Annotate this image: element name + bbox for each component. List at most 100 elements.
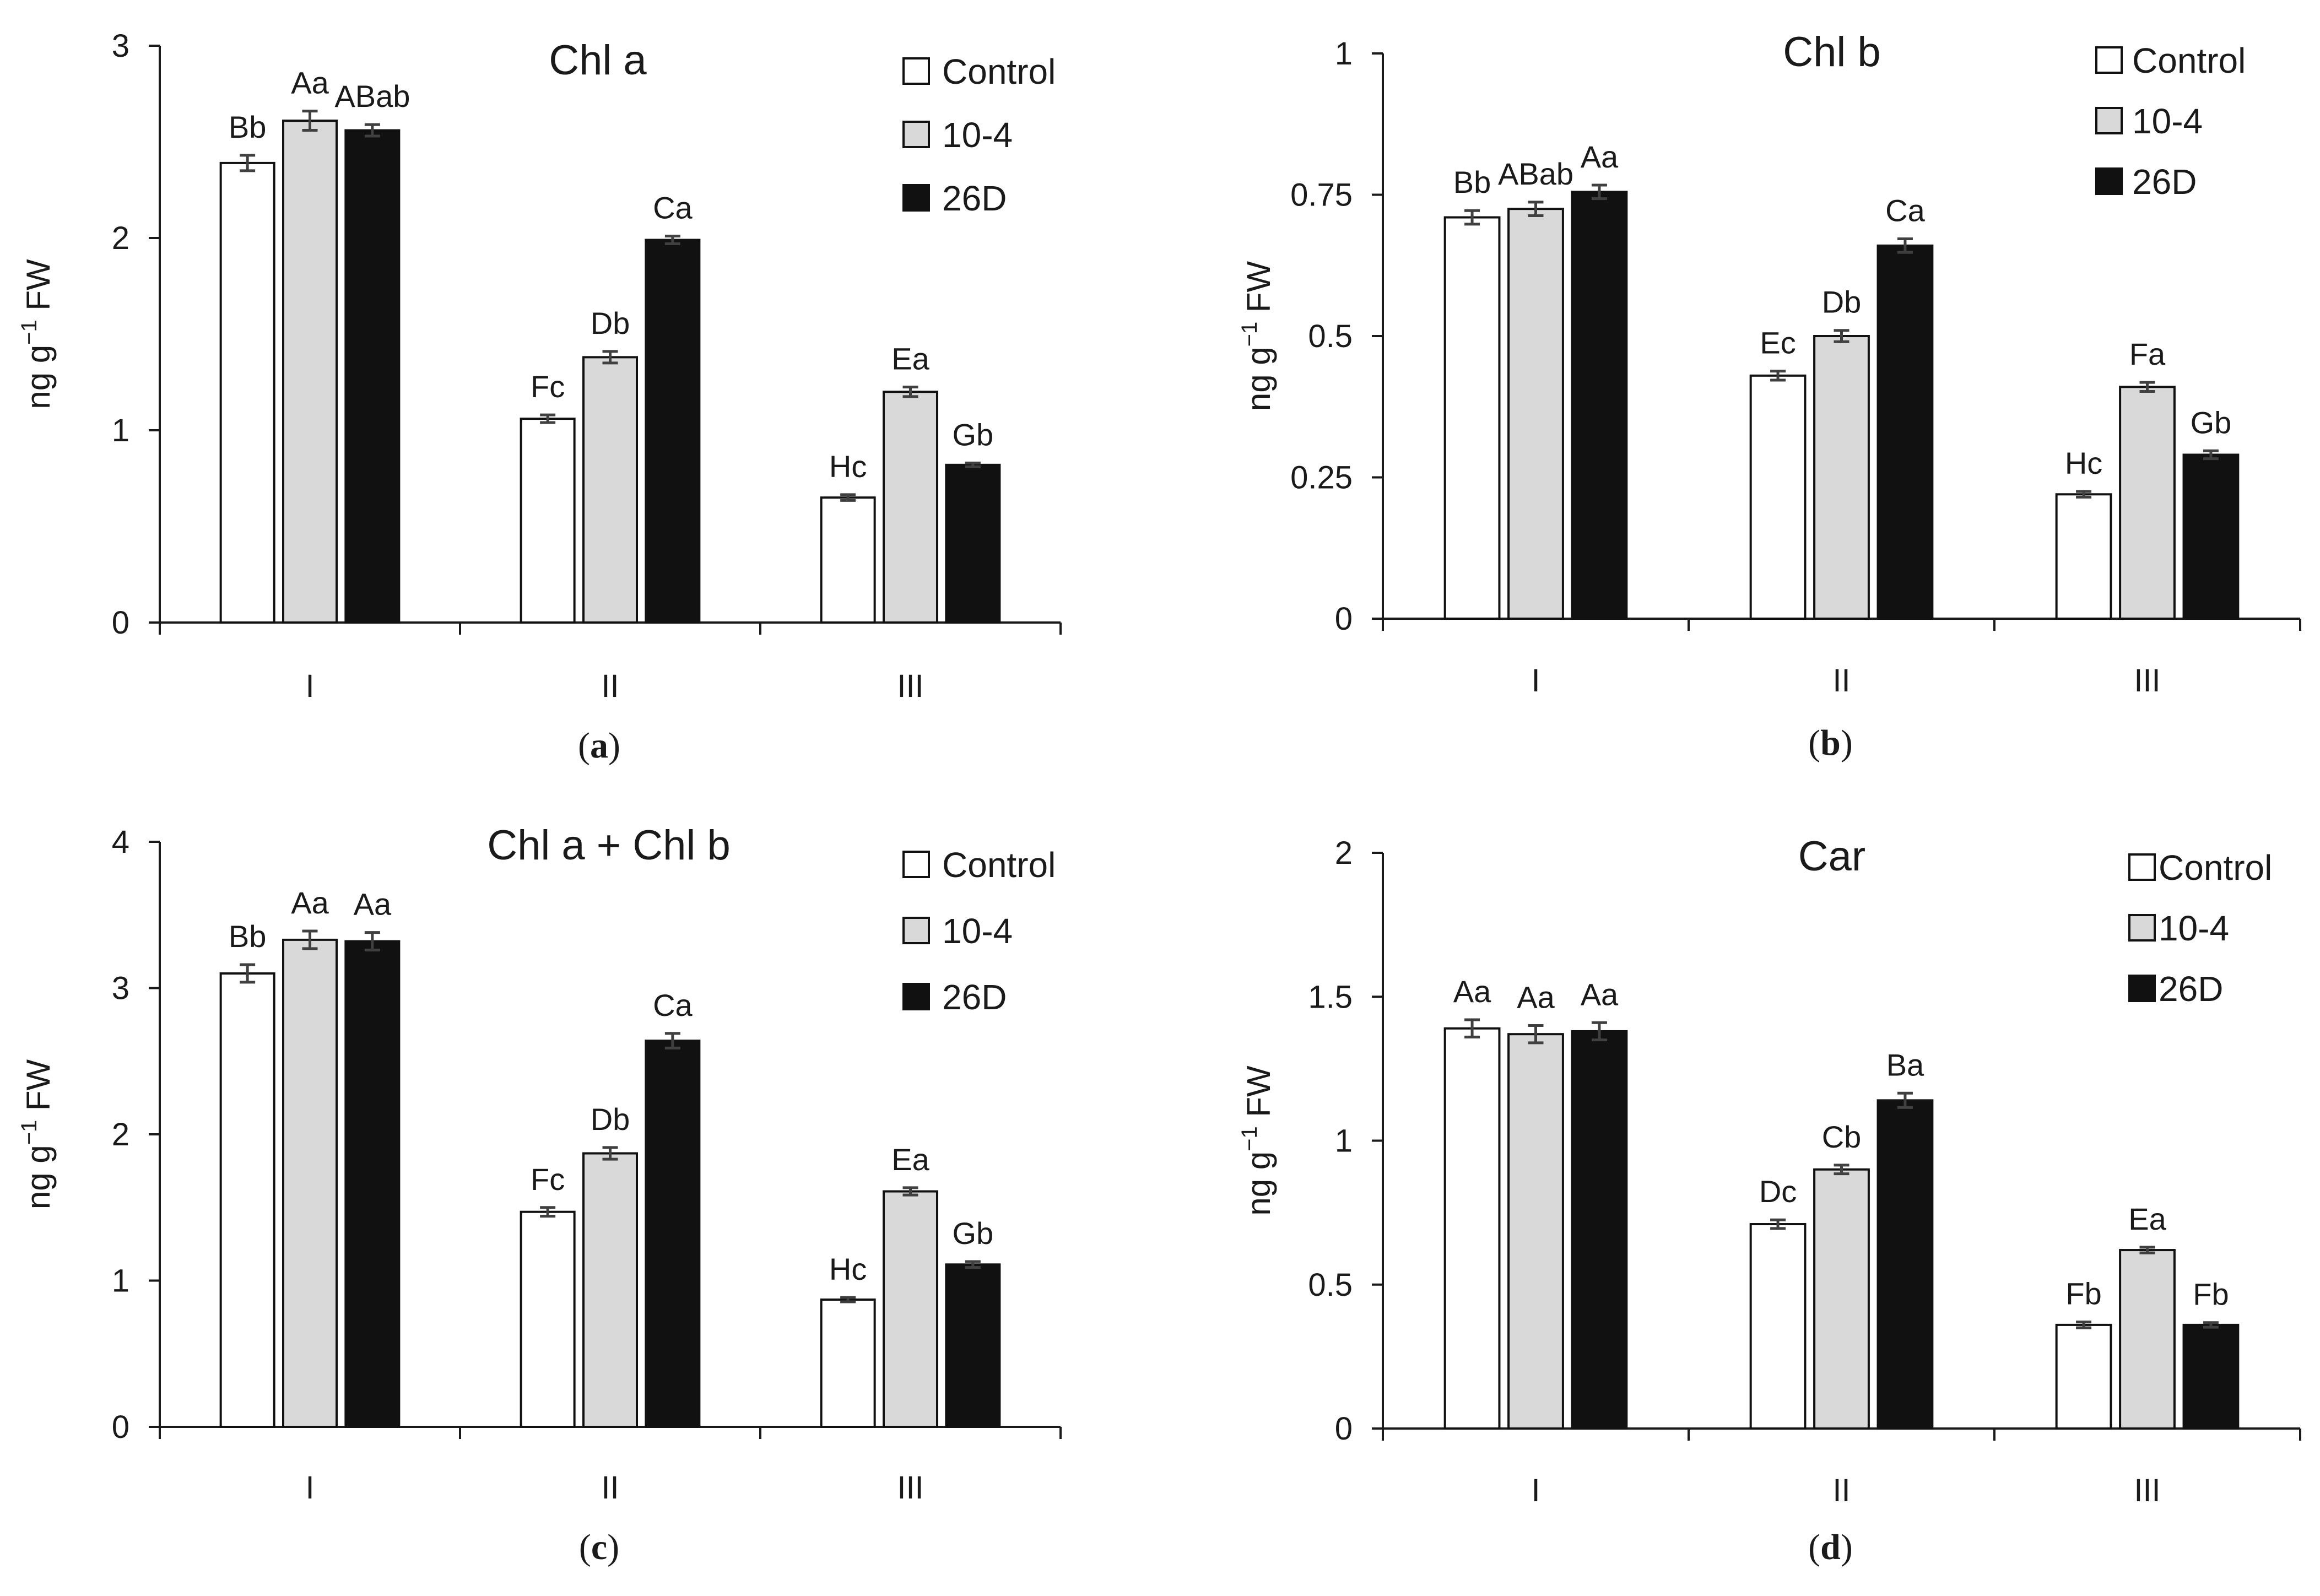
bar-26d (945, 463, 1001, 624)
panel-caption: (d) (1808, 1527, 1853, 1567)
y-axis-label: ng g−1 FW (17, 259, 57, 409)
bar-10-4 (282, 938, 338, 1428)
panel-caption: (c) (579, 1527, 619, 1567)
significance-label: Bb (1453, 165, 1491, 199)
legend-swatch (902, 983, 930, 1010)
significance-label: Fb (2065, 1276, 2101, 1311)
bar-control (219, 161, 275, 624)
bar-10-4 (2119, 386, 2176, 620)
significance-label: Hc (829, 1252, 867, 1286)
panel-caption-close: ) (1841, 723, 1853, 763)
legend-label: 10-4 (942, 115, 1013, 155)
significance-label: Aa (354, 887, 392, 922)
legend-label: Control (2159, 848, 2272, 888)
x-category-label: III (2134, 1473, 2160, 1508)
legend-swatch (2128, 853, 2156, 881)
panel-caption-open: ( (578, 726, 590, 766)
bar-10-4 (1507, 1033, 1564, 1430)
panel-caption-open: ( (1808, 723, 1820, 763)
chart-title: Chl b (1783, 29, 1880, 75)
significance-label: Ea (891, 1142, 929, 1177)
y-tick-label: 3 (112, 28, 129, 64)
y-tick-label: 0 (112, 1409, 129, 1445)
bar-26d (945, 1263, 1001, 1428)
x-category-label: II (601, 1470, 619, 1506)
legend-label: 26D (942, 977, 1007, 1017)
y-axis-label-exponent: −1 (17, 1120, 41, 1145)
bar-control (1443, 216, 1501, 620)
legend-label: 26D (942, 178, 1007, 218)
bar-control (2055, 493, 2112, 620)
y-tick-label: 2 (1335, 835, 1353, 871)
significance-label: Gb (953, 1216, 994, 1251)
significance-label: Fa (2129, 337, 2166, 371)
significance-label: Aa (1581, 977, 1619, 1011)
legend-swatch (902, 917, 930, 944)
y-tick-label: 1 (112, 1263, 129, 1299)
legend-label: 10-4 (2159, 908, 2229, 948)
y-tick-label: 1.5 (1308, 979, 1353, 1015)
significance-label: Gb (953, 417, 994, 452)
significance-label: Aa (1581, 139, 1619, 174)
bar-26d (1571, 191, 1628, 620)
legend-swatch (2095, 46, 2123, 74)
significance-label: Bb (229, 919, 267, 954)
significance-label: Fc (531, 369, 565, 404)
panel-caption-open: ( (579, 1527, 591, 1567)
significance-label: Ba (1886, 1047, 1924, 1082)
y-tick-label: 1 (1335, 1123, 1353, 1159)
legend-label: Control (942, 845, 1056, 885)
bar-26d (344, 940, 401, 1429)
legend-swatch (902, 851, 930, 878)
significance-label: ABab (1498, 156, 1573, 191)
x-category-label: I (305, 668, 314, 704)
y-axis-label-exponent: −1 (17, 320, 41, 345)
y-tick-label: 0 (1335, 1411, 1353, 1447)
significance-label: Ea (2128, 1202, 2166, 1236)
significance-label: Fb (2193, 1277, 2229, 1312)
legend-swatch (2095, 107, 2123, 134)
x-category-label: II (601, 668, 619, 704)
panel-caption-letter: c (591, 1527, 607, 1567)
significance-label: Ca (653, 191, 693, 225)
y-tick-label: 0.5 (1308, 1267, 1353, 1303)
y-axis-label-tail: FW (20, 1059, 57, 1119)
significance-label: Cb (1822, 1119, 1862, 1154)
y-axis-label-tail: FW (20, 259, 57, 320)
bar-10-4 (882, 1190, 939, 1428)
chart-title: Chl a + Chl b (487, 822, 730, 869)
y-tick-label: 1 (112, 413, 129, 448)
significance-label: Fc (531, 1162, 565, 1197)
bar-control (820, 1299, 876, 1428)
y-axis-label-unit: ng g (1240, 347, 1277, 411)
x-category-label: II (1832, 663, 1850, 699)
legend-swatch (2095, 167, 2123, 195)
legend-label: Control (2132, 41, 2246, 80)
x-category-label: III (897, 1470, 923, 1506)
bar-control (219, 972, 275, 1428)
y-axis-label: ng g−1 FW (1237, 1065, 1277, 1216)
bar-10-4 (1507, 208, 1564, 620)
panel-caption-close: ) (608, 726, 620, 766)
bar-control (1749, 374, 1807, 620)
y-axis-label-tail: FW (1240, 261, 1277, 321)
panel-caption-letter: d (1820, 1527, 1841, 1567)
bar-10-4 (1813, 1168, 1870, 1430)
legend-label: 26D (2132, 162, 2197, 202)
y-axis-label-exponent: −1 (1237, 1126, 1262, 1151)
significance-label: Aa (1453, 974, 1491, 1009)
significance-label: Gb (2191, 405, 2232, 440)
bar-control (520, 1210, 576, 1429)
significance-label: Ea (891, 341, 929, 376)
bar-control (2055, 1323, 2112, 1430)
bar-26d (2182, 1323, 2240, 1430)
legend-label: 10-4 (2132, 101, 2203, 141)
legend-label: 26D (2159, 969, 2223, 1009)
panel-caption-letter: b (1820, 723, 1841, 763)
bar-10-4 (582, 1152, 639, 1428)
bar-26d (645, 239, 701, 624)
